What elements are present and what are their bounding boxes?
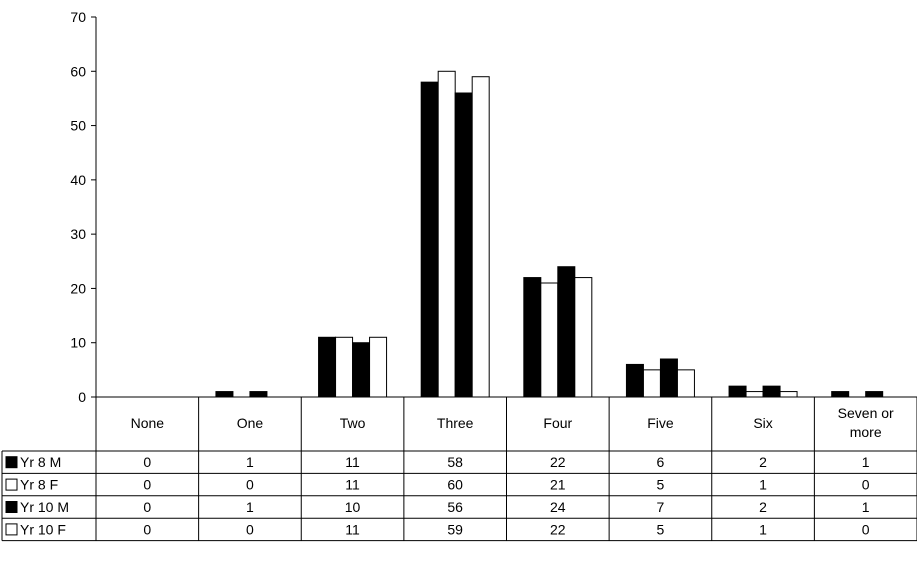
bar — [625, 363, 644, 398]
bar — [865, 391, 884, 398]
table-cell: 22 — [550, 521, 566, 537]
table-cell: 22 — [550, 454, 566, 470]
table-cell: 58 — [447, 454, 463, 470]
table-cell: 0 — [862, 521, 870, 537]
bar — [471, 76, 490, 398]
table-cell: 11 — [345, 521, 360, 537]
table-cell: 59 — [447, 521, 463, 537]
bar — [557, 266, 576, 398]
legend-swatch — [5, 456, 18, 469]
table-cell: 7 — [657, 499, 665, 515]
table-cell: 5 — [657, 521, 665, 537]
table-cell: 0 — [143, 454, 151, 470]
table-cell: 0 — [246, 477, 254, 493]
table-cell: 6 — [657, 454, 665, 470]
table-cell: 0 — [143, 499, 151, 515]
table-cell: 1 — [862, 499, 870, 515]
bar — [762, 385, 781, 398]
category-label: Seven or more — [838, 405, 894, 440]
category-label: Three — [437, 415, 474, 431]
y-tick-label: 70 — [70, 9, 86, 25]
table-cell: 56 — [447, 499, 463, 515]
series-label: Yr 10 M — [20, 499, 69, 515]
bar — [728, 385, 747, 398]
bar — [335, 336, 354, 398]
category-label: None — [131, 415, 165, 431]
y-tick-label: 30 — [70, 226, 86, 242]
table-cell: 1 — [759, 477, 767, 493]
category-label: One — [237, 415, 264, 431]
legend-swatch — [5, 501, 18, 513]
table-cell: 24 — [550, 499, 566, 515]
table-cell: 1 — [246, 499, 254, 515]
table-cell: 10 — [345, 499, 361, 515]
table-cell: 2 — [759, 454, 767, 470]
table-cell: 60 — [447, 477, 463, 493]
legend-swatch — [5, 523, 18, 536]
y-tick-label: 20 — [70, 280, 86, 296]
table-cell: 5 — [657, 477, 665, 493]
bar — [420, 81, 439, 398]
table-cell: 1 — [862, 454, 870, 470]
bar — [659, 358, 678, 398]
bar — [831, 391, 850, 398]
y-tick-label: 60 — [70, 63, 86, 79]
y-tick-label: 50 — [70, 118, 86, 134]
table-cell: 2 — [759, 499, 767, 515]
bar — [369, 336, 388, 398]
bar — [642, 369, 661, 398]
legend-swatch — [5, 478, 18, 491]
bar — [745, 391, 764, 398]
category-label: Two — [340, 415, 366, 431]
series-label: Yr 8 F — [20, 477, 58, 493]
series-label: Yr 10 F — [20, 521, 66, 537]
bar — [352, 342, 371, 398]
bar — [676, 369, 695, 398]
table-cell: 11 — [345, 477, 360, 493]
table-cell: 0 — [862, 477, 870, 493]
y-tick-label: 0 — [78, 389, 86, 405]
table-cell: 0 — [143, 521, 151, 537]
category-label: Five — [647, 415, 674, 431]
y-tick-label: 40 — [70, 172, 86, 188]
table-cell: 0 — [246, 521, 254, 537]
bar — [318, 336, 337, 398]
category-label: Six — [753, 415, 772, 431]
table-cell: 0 — [143, 477, 151, 493]
bar — [437, 70, 456, 398]
category-label: Four — [543, 415, 572, 431]
series-label: Yr 8 M — [20, 454, 61, 470]
bar — [454, 92, 473, 398]
table-cell: 1 — [759, 521, 767, 537]
bar — [249, 391, 268, 398]
y-tick-label: 10 — [70, 335, 86, 351]
bar — [779, 391, 798, 398]
table-cell: 11 — [345, 454, 360, 470]
bar — [574, 277, 593, 398]
bar — [523, 277, 542, 398]
bar — [215, 391, 234, 398]
bar — [540, 282, 559, 398]
table-cell: 1 — [246, 454, 254, 470]
table-cell: 21 — [550, 477, 566, 493]
